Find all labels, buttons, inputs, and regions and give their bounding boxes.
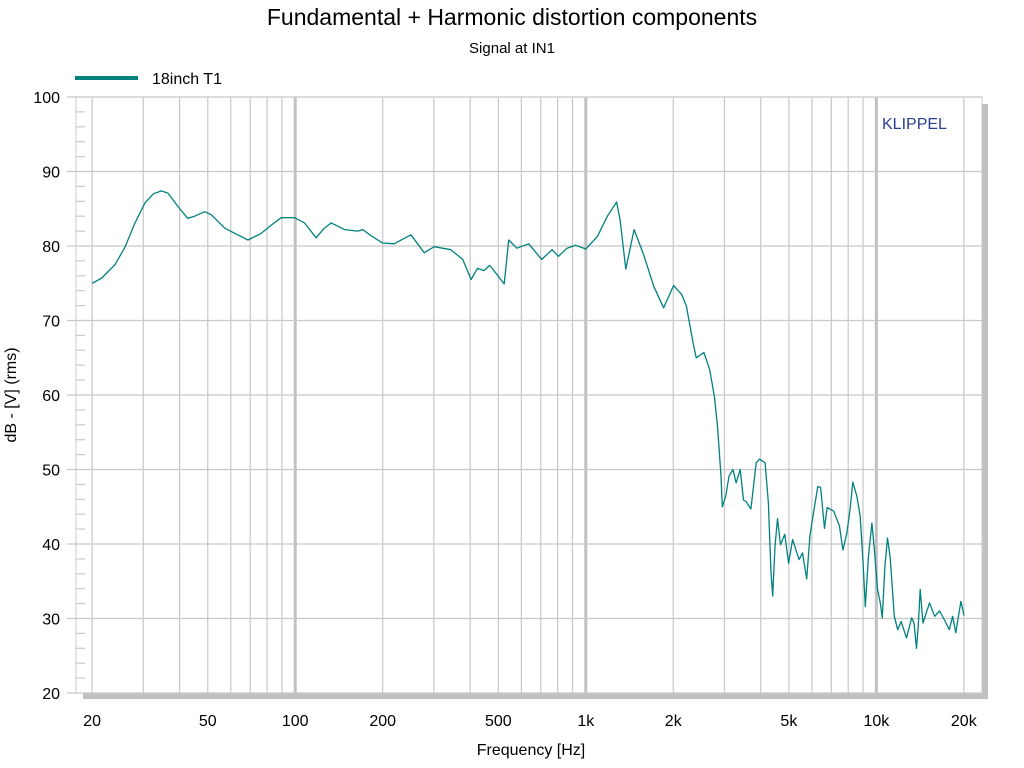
x-tick-label: 20 — [83, 713, 101, 730]
chart-subtitle: Signal at IN1 — [469, 40, 555, 57]
legend: 18inch T1 — [75, 71, 222, 88]
y-tick-label: 70 — [42, 314, 60, 331]
x-tick-label: 2k — [665, 713, 683, 730]
grid — [67, 96, 982, 694]
chart-title: Fundamental + Harmonic distortion compon… — [267, 4, 757, 30]
watermark-klippel: KLIPPEL — [882, 116, 947, 133]
x-tick-label: 20k — [951, 713, 978, 730]
y-tick-label: 100 — [33, 90, 60, 107]
x-axis: 20 50 100 200 500 1k 2k 5k 10k 20k — [83, 713, 977, 730]
series-layer — [91, 190, 965, 649]
y-tick-label: 40 — [42, 537, 60, 554]
x-tick-label: 100 — [282, 713, 309, 730]
y-axis-label: dB - [V] (rms) — [3, 347, 20, 442]
y-axis: 20 30 40 50 60 70 80 90 100 — [33, 90, 85, 703]
x-tick-label: 50 — [199, 713, 217, 730]
y-tick-label: 90 — [42, 165, 60, 182]
y-tick-label: 30 — [42, 612, 60, 629]
x-axis-label: Frequency [Hz] — [477, 742, 585, 759]
x-tick-label: 200 — [369, 713, 396, 730]
plot-frame — [75, 96, 983, 694]
x-tick-label: 1k — [577, 713, 595, 730]
y-tick-label: 50 — [42, 463, 60, 480]
plot-shadow-right — [982, 104, 988, 699]
plot-shadow-bottom — [83, 693, 988, 699]
x-tick-label: 500 — [485, 713, 512, 730]
series-line-18inch-t1 — [91, 190, 965, 649]
legend-label: 18inch T1 — [152, 71, 222, 88]
x-tick-label: 5k — [780, 713, 798, 730]
y-tick-label: 80 — [42, 239, 60, 256]
y-tick-label: 20 — [42, 686, 60, 703]
y-tick-label: 60 — [42, 388, 60, 405]
x-tick-label: 10k — [863, 713, 890, 730]
